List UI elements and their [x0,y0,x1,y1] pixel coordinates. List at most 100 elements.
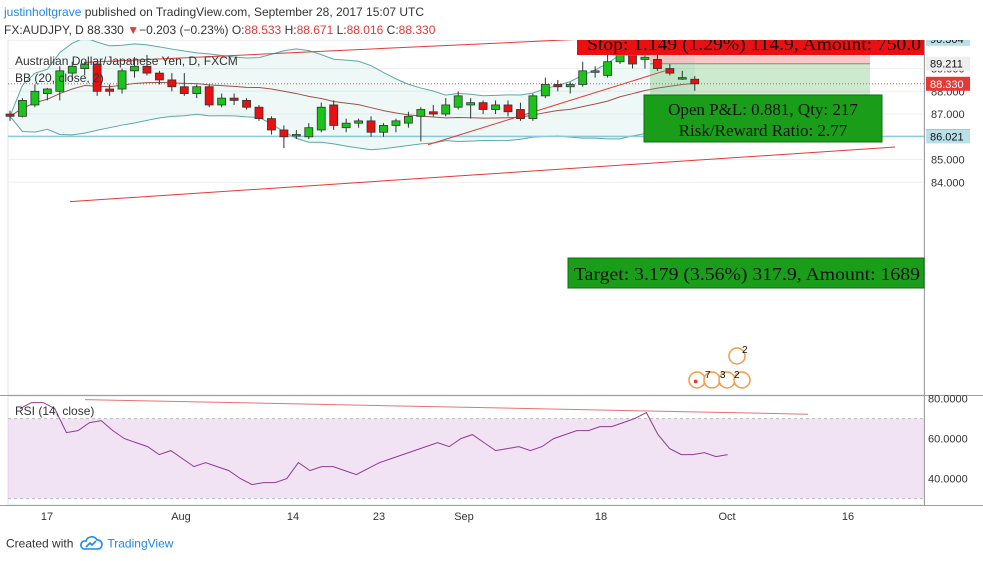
candle-body [640,56,650,60]
bollinger-lower-line [9,113,695,151]
candle-body [92,63,102,92]
candle-body [366,120,376,133]
candle-body [179,86,189,94]
rsi-tick-label: 60.0000 [928,434,968,446]
time-tick-label: 14 [287,511,299,523]
high-label: H: [284,23,297,37]
header-quote-line: FX:AUDJPY, D 88.330 ▼−0.203 (−0.23%) O: 8… [4,23,435,37]
candle-body [329,104,339,126]
open-label: O: [231,23,245,37]
price-label: 89.211 [930,59,963,71]
candle-body [441,104,451,115]
close-label: C: [386,23,399,37]
candle-body [279,129,289,138]
lower-trendline [69,146,896,203]
flag-event-icon[interactable] [728,347,746,365]
time-tick-label: Sep [454,511,474,523]
stop-label-bg [577,40,924,55]
candle-body [204,86,214,106]
candle-body [578,70,588,85]
candle-body [453,95,463,108]
target-label-bg [567,257,925,289]
rsi-tick-label: 80.0000 [928,394,968,406]
support-trendline [427,70,666,146]
candle-body [167,79,177,88]
down-triangle-icon: ▼ [127,23,140,37]
upper-trendline [84,40,575,63]
header-publish-line: justinholtgrave published on TradingView… [4,5,424,19]
author-link[interactable]: justinholtgrave [4,5,82,19]
close-value: 88.330 [398,23,436,37]
candle-body [30,90,40,106]
candle-body [553,84,563,88]
price-change: −0.203 (−0.23%) [139,23,229,37]
candle-body [229,97,239,101]
published-text: published on TradingView.com, September … [84,5,425,19]
price-label-bg [926,129,970,144]
high-value: 88.671 [296,23,334,37]
pnl-label-bg [643,94,883,143]
candle-body [379,125,388,133]
candle-body [80,63,90,69]
candle-body [528,95,538,119]
symbol-label: FX:AUDJPY, D [4,23,84,37]
candle-body [416,109,426,117]
candle-body [503,104,513,113]
candle-body [653,59,662,69]
rsi-pane [7,395,925,506]
event-dot-icon: ● [693,376,698,386]
candle-body [192,86,202,94]
price-label: 86.021 [930,131,964,143]
low-label: L: [336,23,347,37]
candle-body [254,106,264,119]
time-tick-label: 23 [373,511,385,523]
price-tick-label: 85.000 [931,155,965,167]
time-tick-label: Oct [718,511,735,523]
event-count: 2 [734,370,740,381]
last-price: 88.330 [87,23,124,37]
price-label: 90.304 [930,40,964,46]
candle-body [478,102,488,110]
candle-body [154,72,164,81]
candle-body [590,70,600,73]
candle-body [516,109,525,119]
candle-body [665,68,675,74]
candle-body [565,84,575,88]
candle-body [130,65,139,72]
candle-body [55,70,65,92]
candle-body [354,120,364,124]
candle-body [428,111,438,115]
risk-reward-label: Risk/Reward Ratio: 2.77 [679,121,848,140]
tradingview-brand-link[interactable]: TradingView [107,536,174,551]
candle-body [67,65,77,74]
indicator-label: BB (20, close, 2) [15,71,104,85]
candle-body [18,100,27,117]
candle-body [117,70,127,90]
event-icon[interactable] [733,371,751,389]
price-tick-label: 84.000 [931,177,965,189]
rsi-band [8,418,924,499]
price-label-bg [926,76,970,91]
stop-label: Stop: 1.149 (1.29%) 114.9, Amount: 750.0 [587,40,921,55]
time-tick-label: 18 [595,511,607,523]
chart-title: Australian Dollar/Japanese Yen, D, FXCM [15,54,238,68]
candle-body [304,127,314,138]
candle-body [105,88,114,92]
time-tick-label: 17 [41,511,53,523]
rsi-trendline [84,399,809,415]
chart-area[interactable]: Stop: 1.149 (1.29%) 114.9, Amount: 750.0… [0,40,983,528]
bollinger-fill [10,40,695,150]
event-count: 7 [705,370,711,381]
candle-body [466,102,476,106]
target-label: Target: 3.179 (3.56%) 317.9, Amount: 168… [574,264,920,285]
candle-body [491,104,500,110]
candle-body [391,120,401,126]
candle-body [677,77,687,80]
rsi-title: RSI (14, close) [15,404,94,418]
price-label-bg [926,40,970,46]
time-tick-label: Aug [171,511,191,523]
candle-body [267,118,276,131]
candle-body [540,84,550,97]
candle-body [291,134,301,137]
candle-body [142,65,152,74]
